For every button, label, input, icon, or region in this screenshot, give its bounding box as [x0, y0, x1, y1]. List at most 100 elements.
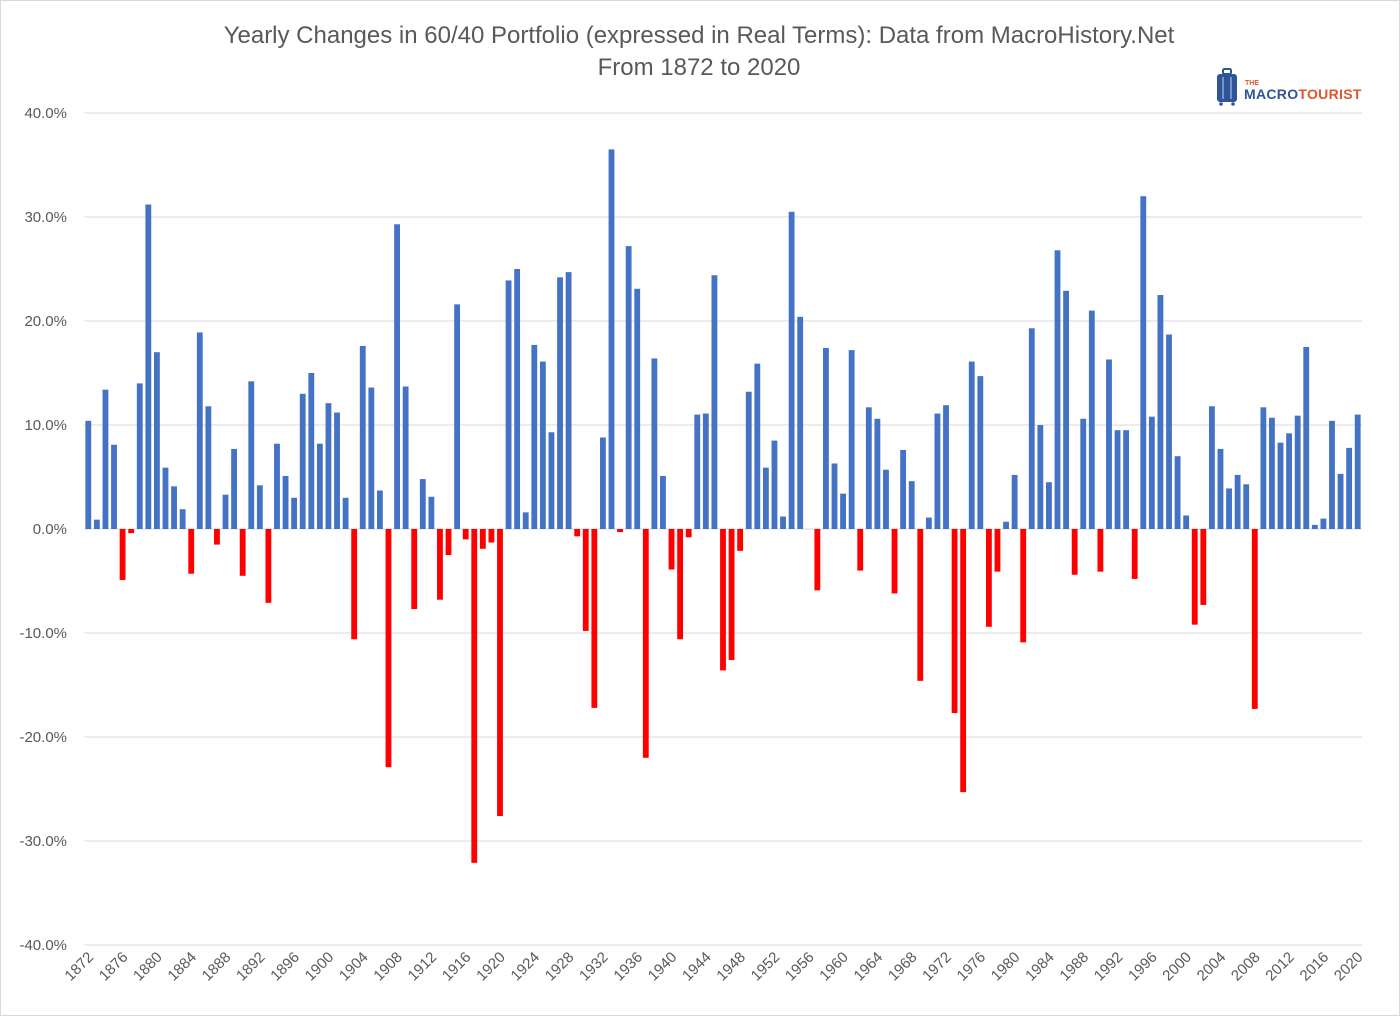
bar-1943 [694, 414, 701, 529]
bar-1916 [462, 529, 469, 540]
bar-2008 [1251, 529, 1258, 709]
bar-1933 [608, 149, 615, 529]
bar-1936 [634, 288, 641, 529]
x-tick-label: 1992 [1091, 949, 1127, 985]
bar-1950 [754, 363, 761, 529]
bar-1964 [874, 418, 881, 529]
bar-1994 [1131, 529, 1138, 579]
bar-1938 [651, 358, 658, 529]
bar-1941 [677, 529, 684, 640]
bar-1987 [1071, 529, 1078, 575]
bar-1967 [900, 449, 907, 529]
bar-1876 [119, 529, 126, 580]
bar-1945 [711, 275, 718, 529]
bar-1884 [188, 529, 195, 574]
x-tick-label: 1896 [267, 949, 303, 985]
bar-1879 [145, 204, 152, 529]
y-tick-label: -10.0% [19, 625, 67, 642]
y-tick-label: -20.0% [19, 729, 67, 746]
bar-1903 [351, 529, 358, 640]
y-tick-label: -30.0% [19, 833, 67, 850]
bar-1940 [668, 529, 675, 570]
bar-1971 [934, 413, 941, 529]
bar-1979 [1003, 521, 1009, 529]
bar-1951 [762, 467, 769, 529]
suitcase-icon [1217, 68, 1237, 106]
bar-1891 [248, 381, 255, 529]
x-tick-label: 1876 [96, 949, 132, 985]
bar-1961 [848, 350, 855, 529]
bar-1873 [93, 519, 100, 529]
bar-2002 [1200, 529, 1207, 605]
bar-1968 [908, 481, 915, 529]
bar-1892 [256, 485, 263, 529]
x-tick-label: 2020 [1331, 949, 1367, 985]
bar-2015 [1311, 524, 1318, 529]
bar-1981 [1020, 529, 1027, 643]
bar-1972 [943, 405, 949, 529]
bar-2019 [1346, 447, 1353, 529]
bar-1907 [385, 529, 392, 768]
bar-1886 [205, 406, 212, 529]
bar-1890 [239, 529, 246, 576]
bar-1957 [814, 529, 821, 591]
bar-1901 [334, 412, 340, 529]
bar-2013 [1294, 415, 1301, 529]
bar-1952 [771, 440, 778, 529]
bar-1913 [437, 529, 443, 600]
bar-1932 [600, 437, 606, 529]
bar-1966 [891, 529, 898, 594]
bar-1885 [196, 332, 203, 529]
x-tick-label: 1888 [199, 949, 235, 985]
bar-1929 [574, 529, 581, 537]
y-tick-label: 30.0% [24, 209, 67, 226]
bar-1999 [1174, 456, 1181, 529]
bar-1975 [968, 361, 975, 529]
bar-1914 [445, 529, 452, 555]
bar-2011 [1277, 442, 1284, 529]
bar-1882 [171, 486, 177, 529]
x-tick-label: 2008 [1228, 949, 1264, 985]
x-tick-label: 1904 [336, 949, 372, 985]
bar-1960 [840, 493, 846, 529]
x-tick-label: 1924 [508, 949, 544, 985]
bar-2003 [1208, 406, 1215, 529]
bar-1997 [1157, 295, 1164, 529]
bar-1905 [368, 387, 375, 529]
logo-tourist-text: TOURIST [1298, 86, 1362, 102]
x-tick-label: 1928 [542, 949, 578, 985]
bar-1986 [1063, 290, 1069, 529]
bar-1881 [162, 467, 169, 529]
x-tick-label: 1944 [679, 949, 715, 985]
bar-1878 [136, 383, 143, 529]
bar-1998 [1166, 334, 1172, 529]
bar-1963 [865, 407, 872, 529]
bar-1985 [1054, 250, 1061, 529]
bar-1944 [702, 413, 709, 529]
bar-2014 [1303, 347, 1310, 529]
x-tick-label: 1912 [405, 949, 441, 985]
bar-1911 [419, 479, 426, 529]
bar-1996 [1148, 416, 1155, 529]
bar-1894 [274, 443, 280, 529]
bar-1912 [428, 496, 435, 529]
bar-1910 [411, 529, 418, 610]
bar-1949 [745, 391, 752, 529]
x-tick-label: 1964 [851, 949, 887, 985]
bar-1939 [660, 475, 666, 529]
bar-1923 [522, 512, 529, 529]
bar-2017 [1329, 420, 1335, 529]
bar-1935 [625, 246, 632, 529]
bar-1921 [505, 280, 512, 529]
bar-1962 [857, 529, 864, 571]
bar-1895 [282, 475, 289, 529]
bar-1954 [788, 211, 795, 530]
bar-2000 [1183, 515, 1190, 529]
x-tick-label: 1920 [473, 949, 509, 985]
bar-2005 [1226, 488, 1232, 529]
x-tick-label: 1936 [610, 949, 646, 985]
bar-1974 [960, 529, 967, 793]
bar-1909 [402, 386, 409, 529]
bar-2010 [1269, 417, 1275, 529]
